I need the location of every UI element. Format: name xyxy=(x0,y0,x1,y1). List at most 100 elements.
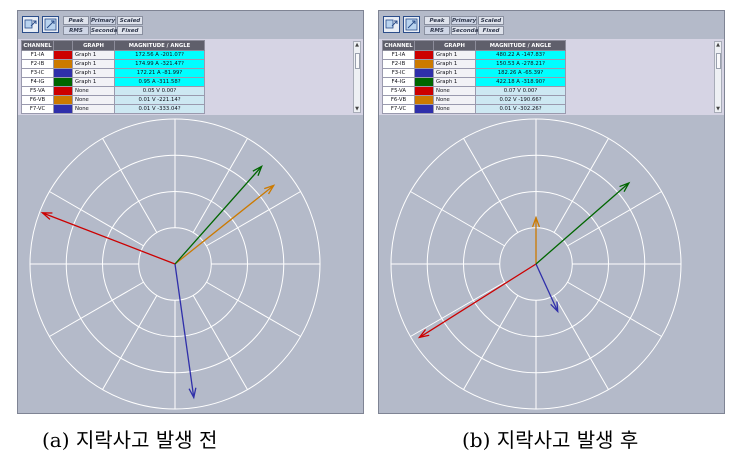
settings-icon[interactable] xyxy=(42,16,59,33)
secondary-button[interactable]: Secondary xyxy=(90,26,124,35)
fixed-button[interactable]: Fixed xyxy=(117,26,143,35)
channel-color-swatch[interactable] xyxy=(414,95,434,105)
graph-header: GRAPH xyxy=(433,40,476,51)
graph-assignment[interactable]: Graph 1 xyxy=(433,77,476,87)
graph-assignment[interactable]: None xyxy=(433,95,476,105)
table-row[interactable]: F6-VB None 0.02 V -190.66? xyxy=(382,95,566,105)
magnitude-angle-value: 150.53 A -278.21? xyxy=(475,59,566,69)
arrowhead-icon xyxy=(417,329,430,339)
channel-name: F2-IB xyxy=(382,59,415,69)
graph-assignment[interactable]: Graph 1 xyxy=(433,50,476,60)
graph-assignment[interactable]: None xyxy=(72,104,115,114)
scaled-button[interactable]: Scaled xyxy=(478,16,504,25)
graph-assignment[interactable]: Graph 1 xyxy=(433,59,476,69)
polar-grid xyxy=(390,118,682,410)
channel-name: F2-IB xyxy=(21,59,54,69)
channel-table-area: CHANNEL GRAPH MAGNITUDE / ANGLE F1-IA Gra… xyxy=(379,39,724,115)
grid-spoke xyxy=(192,295,248,390)
scroll-down-icon[interactable]: ▼ xyxy=(355,106,359,112)
peak-button[interactable]: Peak xyxy=(424,16,450,25)
channel-color-swatch[interactable] xyxy=(53,95,73,105)
grid-spoke xyxy=(567,281,662,337)
channel-color-swatch[interactable] xyxy=(53,50,73,60)
channel-name: F3-IC xyxy=(21,68,54,78)
channel-name: F4-IG xyxy=(21,77,54,87)
magnitude-header: MAGNITUDE / ANGLE xyxy=(114,40,205,51)
channel-color-swatch[interactable] xyxy=(414,50,434,60)
table-row[interactable]: F2-IB Graph 1 174.99 A -321.47? xyxy=(21,59,205,69)
phasor-f3-ic xyxy=(535,263,559,314)
scroll-thumb[interactable] xyxy=(716,53,721,69)
graph-assignment[interactable]: None xyxy=(433,86,476,96)
settings-icon[interactable] xyxy=(403,16,420,33)
channel-color-swatch[interactable] xyxy=(53,68,73,78)
channel-table-area: CHANNEL GRAPH MAGNITUDE / ANGLE F1-IA Gra… xyxy=(18,39,363,115)
scaled-button[interactable]: Scaled xyxy=(117,16,143,25)
graph-assignment[interactable]: Graph 1 xyxy=(433,68,476,78)
table-row[interactable]: F3-IC Graph 1 172.21 A -81.99? xyxy=(21,68,205,78)
graph-assignment[interactable]: Graph 1 xyxy=(72,50,115,60)
scroll-thumb[interactable] xyxy=(355,53,360,69)
export-icon[interactable] xyxy=(22,16,39,33)
rms-button[interactable]: RMS xyxy=(424,26,450,35)
grid-spoke xyxy=(410,281,505,337)
channel-color-swatch[interactable] xyxy=(53,77,73,87)
graph-assignment[interactable]: None xyxy=(72,95,115,105)
color-header xyxy=(53,40,73,51)
table-row[interactable]: F2-IB Graph 1 150.53 A -278.21? xyxy=(382,59,566,69)
secondary-button[interactable]: Secondary xyxy=(451,26,485,35)
channel-color-swatch[interactable] xyxy=(414,104,434,114)
color-header xyxy=(414,40,434,51)
rms-button[interactable]: RMS xyxy=(63,26,89,35)
magnitude-angle-value: 0.07 V 0.00? xyxy=(475,86,566,96)
magnitude-angle-value: 0.95 A -311.58? xyxy=(114,77,205,87)
phasor-f1-ia xyxy=(417,263,537,339)
fixed-button[interactable]: Fixed xyxy=(478,26,504,35)
phasor-window-after: Peak Primary Scaled RMS Secondary Fixed … xyxy=(378,10,725,414)
table-row[interactable]: F3-IC Graph 1 182.26 A -65.39? xyxy=(382,68,566,78)
magnitude-angle-value: 0.01 V -333.04? xyxy=(114,104,205,114)
peak-button[interactable]: Peak xyxy=(63,16,89,25)
channel-color-swatch[interactable] xyxy=(414,86,434,96)
export-icon[interactable] xyxy=(383,16,400,33)
caption-before: (a) 지락사고 발생 전 xyxy=(42,428,218,452)
channel-color-swatch[interactable] xyxy=(414,59,434,69)
arrowhead-icon xyxy=(619,181,631,193)
table-row[interactable]: F1-IA Graph 1 172.56 A -201.07? xyxy=(21,50,205,60)
graph-assignment[interactable]: Graph 1 xyxy=(72,77,115,87)
primary-button[interactable]: Primary xyxy=(90,16,116,25)
graph-assignment[interactable]: None xyxy=(433,104,476,114)
table-row[interactable]: F5-VA None 0.07 V 0.00? xyxy=(382,86,566,96)
graph-assignment[interactable]: Graph 1 xyxy=(72,59,115,69)
channel-color-swatch[interactable] xyxy=(53,104,73,114)
graph-assignment[interactable]: Graph 1 xyxy=(72,68,115,78)
table-row[interactable]: F7-VC None 0.01 V -302.26? xyxy=(382,104,566,114)
phasor-f2-ib xyxy=(531,215,541,264)
grid-spoke xyxy=(410,191,505,247)
primary-button[interactable]: Primary xyxy=(451,16,477,25)
graph-assignment[interactable]: None xyxy=(72,86,115,96)
table-row[interactable]: F4-IG Graph 1 0.95 A -311.58? xyxy=(21,77,205,87)
arrowhead-icon xyxy=(252,164,263,176)
channel-color-swatch[interactable] xyxy=(53,59,73,69)
scrollbar[interactable]: ▲ ▼ xyxy=(353,41,361,113)
channel-color-swatch[interactable] xyxy=(414,77,434,87)
phasor-line xyxy=(42,212,176,265)
grid-spoke xyxy=(553,138,609,233)
scrollbar[interactable]: ▲ ▼ xyxy=(714,41,722,113)
table-row[interactable]: F4-IG Graph 1 422.18 A -318.90? xyxy=(382,77,566,87)
table-row[interactable]: F5-VA None 0.05 V 0.00? xyxy=(21,86,205,96)
scroll-up-icon[interactable]: ▲ xyxy=(716,42,720,48)
channel-name: F7-VC xyxy=(21,104,54,114)
magnitude-angle-value: 174.99 A -321.47? xyxy=(114,59,205,69)
phasor-f1-ia xyxy=(40,212,176,265)
scroll-up-icon[interactable]: ▲ xyxy=(355,42,359,48)
table-row[interactable]: F6-VB None 0.01 V -221.14? xyxy=(21,95,205,105)
channel-color-swatch[interactable] xyxy=(53,86,73,96)
table-row[interactable]: F1-IA Graph 1 480.22 A -147.83? xyxy=(382,50,566,60)
phasor-window-before: Peak Primary Scaled RMS Secondary Fixed … xyxy=(17,10,364,414)
channel-color-swatch[interactable] xyxy=(414,68,434,78)
table-row[interactable]: F7-VC None 0.01 V -333.04? xyxy=(21,104,205,114)
scroll-down-icon[interactable]: ▼ xyxy=(716,106,720,112)
phasor-line xyxy=(535,182,630,265)
